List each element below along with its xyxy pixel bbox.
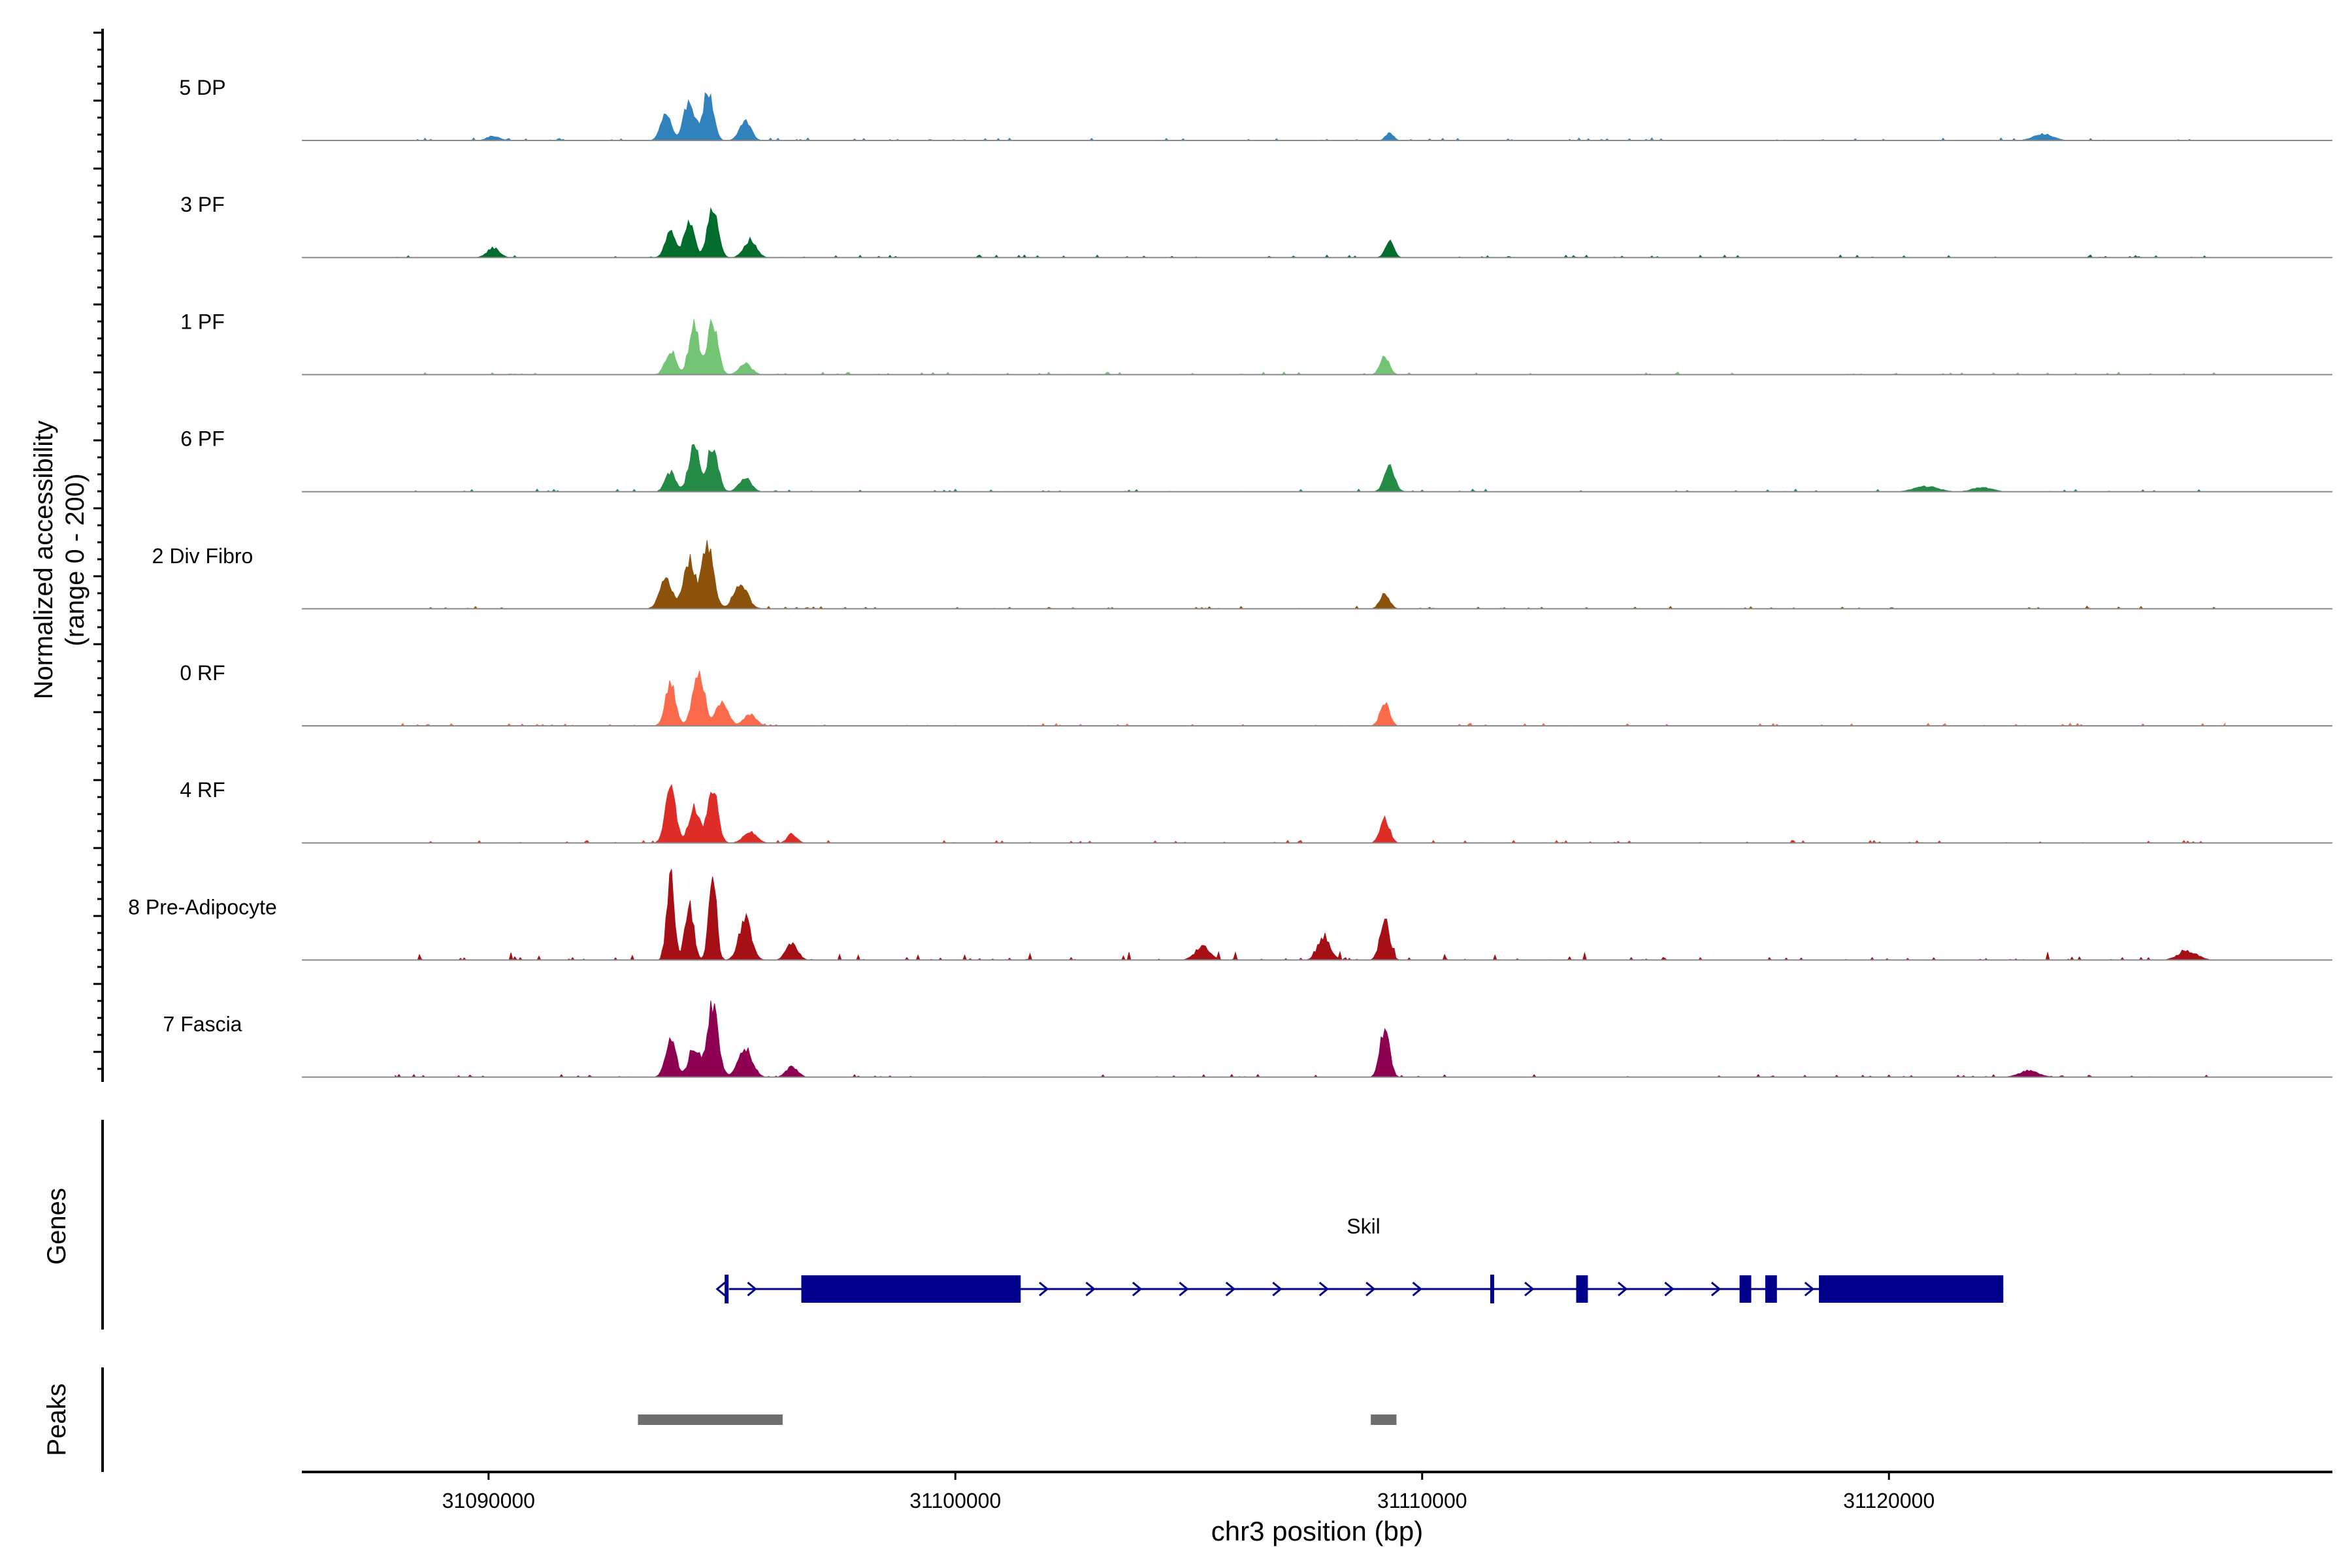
peak-region [1371,1414,1397,1425]
strand-arrow [1132,1281,1143,1297]
track-8-pre-adipocyte: 8 Pre-Adipocyte [128,869,2332,961]
coverage-tracks: 5 DP 3 PF 1 PF 6 PF 2 Div Fibro 0 RF 4 RF 8 Pre… [128,76,2332,1078]
gene-exon [801,1275,1021,1303]
track-label: 6 PF [180,427,225,451]
coverage-area [395,670,2226,727]
strand-arrow [1365,1281,1376,1297]
x-tick-label: 31110000 [1377,1489,1467,1512]
strand-arrow [1039,1281,1049,1297]
strand-arrow [1085,1281,1096,1297]
track-label: 3 PF [180,193,225,216]
track-2-div-fibro: 2 Div Fibro [152,540,2332,610]
track-7-fascia: 7 Fascia [163,1000,2332,1078]
strand-arrow [1804,1281,1815,1297]
track-label: 2 Div Fibro [152,544,253,568]
track-6-pf: 6 PF [180,427,2332,493]
gene-model-skil [715,1275,2004,1303]
strand-arrow [1412,1281,1422,1297]
x-tick-label: 31100000 [909,1489,1001,1512]
strand-arrow [1225,1281,1236,1297]
strand-arrow [1318,1281,1330,1297]
track-4-rf: 4 RF [180,778,2332,844]
track-label: 4 RF [180,778,225,802]
track-1-pf: 1 PF [180,310,2332,376]
strand-start-mark [715,1281,726,1297]
track-0-rf: 0 RF [180,661,2332,727]
track-label: 7 Fascia [163,1013,242,1036]
track-label: 5 DP [179,76,225,99]
strand-arrow [1179,1281,1189,1297]
gene-exon [1576,1275,1588,1303]
coverage-area [395,318,2225,375]
track-5-dp: 5 DP [179,76,2332,141]
y-axis-ticks [93,31,103,1070]
gene-exon [1765,1275,1777,1303]
gene-exon [1739,1275,1752,1303]
peak-regions [638,1414,1397,1425]
strand-arrow [1710,1281,1722,1297]
coverage-area [395,783,2225,844]
x-tick-label: 31090000 [442,1489,535,1512]
strand-arrow [1664,1281,1674,1297]
coverage-area [395,540,2225,610]
coverage-area [395,869,2225,961]
coverage-area [395,444,2225,493]
strand-arrow [1524,1281,1535,1297]
gene-exon [1819,1275,2004,1303]
genes-panel: Genes Skil [42,1120,2004,1330]
x-axis-ticks: 31090000 31100000 31110000 31120000 [442,1472,1935,1512]
peaks-panel: Peaks [42,1367,1397,1472]
coverage-area [395,206,2225,258]
x-axis-label: chr3 position (bp) [1211,1516,1424,1546]
strand-arrow [747,1281,757,1297]
gene-exon-small [725,1275,729,1303]
strand-arrow [1618,1281,1628,1297]
track-label: 0 RF [180,661,225,685]
gene-name-skil: Skil [1347,1215,1380,1238]
track-3-pf: 3 PF [180,193,2332,259]
y-axis-label-range: (range 0 - 200) [61,474,90,647]
peak-region [638,1414,783,1425]
x-tick-label: 31120000 [1843,1489,1935,1512]
gene-exon-small [1490,1275,1494,1303]
coverage-area [395,91,2225,141]
track-label: 1 PF [180,310,225,333]
peaks-label: Peaks [42,1383,71,1456]
genes-label: Genes [42,1188,71,1265]
y-axis-group: Normalized accessibility (range 0 - 200) [29,29,104,1082]
track-label: 8 Pre-Adipocyte [128,895,277,919]
coverage-area [395,1000,2225,1078]
x-axis-group: 31090000 31100000 31110000 31120000 chr3 po… [302,1471,2332,1546]
y-axis-label: Normalized accessibility [29,421,58,700]
strand-arrow [1272,1281,1282,1297]
